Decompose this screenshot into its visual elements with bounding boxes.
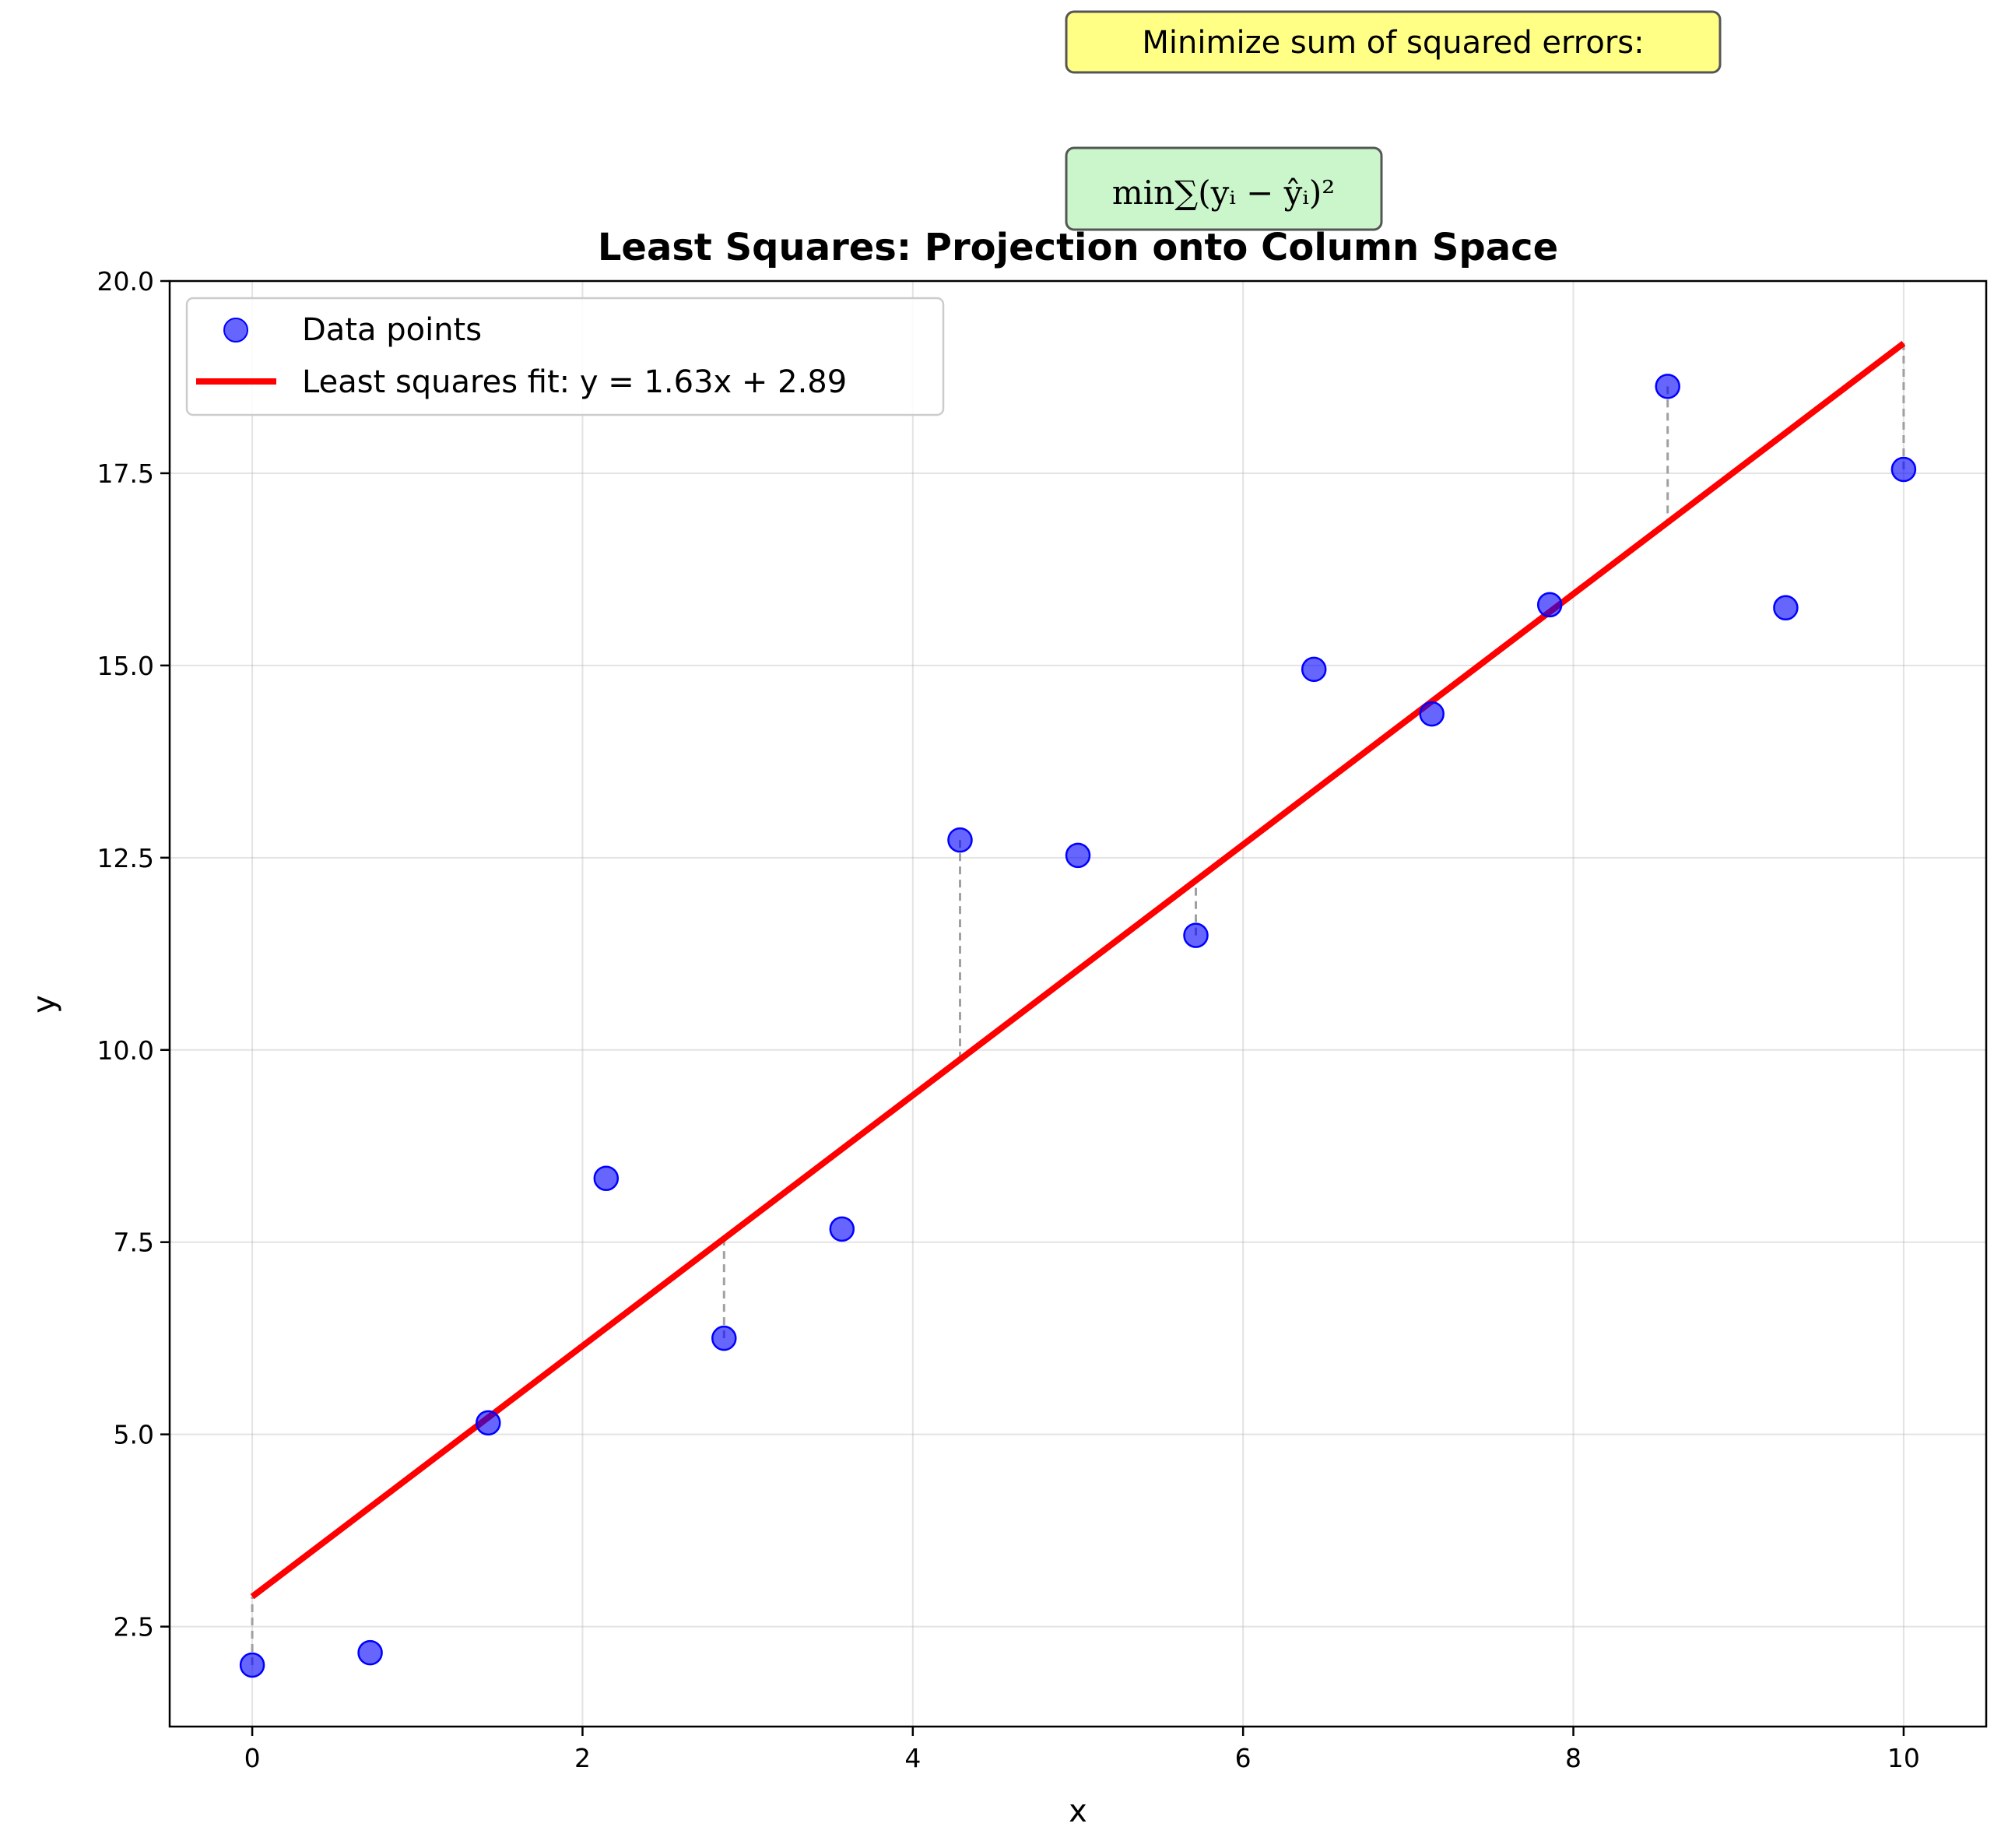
legend-label-fit-line: Least squares fit: y = 1.63x + 2.89 — [302, 364, 847, 400]
data-point — [711, 1325, 737, 1351]
plot-frame — [168, 279, 1988, 1728]
annotation-text: Minimize sum of squared errors: — [1142, 25, 1644, 61]
legend: Data points Least squares fit: y = 1.63x… — [185, 297, 945, 416]
x-tick-label: 6 — [1235, 1743, 1252, 1773]
data-point — [239, 1652, 265, 1678]
data-point — [357, 1639, 383, 1666]
y-tick-label: 5.0 — [114, 1420, 154, 1450]
y-tick-label: 17.5 — [97, 458, 154, 489]
y-tick-label: 7.5 — [114, 1228, 154, 1258]
y-tick-label: 15.0 — [97, 651, 154, 681]
data-point — [1890, 456, 1917, 483]
x-axis-label: x — [1069, 1794, 1087, 1829]
data-points — [239, 374, 1917, 1678]
annotation-text-box: Minimize sum of squared errors: — [1065, 10, 1722, 74]
x-tick-label: 4 — [904, 1743, 921, 1773]
legend-marker-data-points — [223, 318, 248, 343]
y-tick-label: 12.5 — [97, 843, 154, 873]
x-tick-label: 2 — [574, 1743, 591, 1773]
annotation-formula-box: min∑(yᵢ − ŷᵢ)² — [1065, 146, 1383, 231]
data-point — [1536, 592, 1563, 618]
x-tick-label: 8 — [1565, 1743, 1581, 1773]
ticks: 0 2 4 6 8 10 2.5 5.0 7.5 10.0 12.5 15.0 17.5 20.0 — [97, 266, 1920, 1773]
data-point — [1655, 374, 1680, 399]
data-point — [1419, 701, 1445, 727]
y-tick-label: 20.0 — [97, 266, 154, 297]
data-point — [1773, 595, 1799, 621]
data-point — [1301, 656, 1327, 683]
data-point — [829, 1216, 855, 1242]
x-tick-label: 10 — [1887, 1743, 1920, 1773]
legend-label-data-points: Data points — [302, 312, 482, 348]
data-point — [593, 1165, 620, 1191]
data-point — [476, 1410, 501, 1436]
data-point — [947, 827, 973, 853]
fit-line — [250, 340, 1906, 1600]
y-tick-label: 10.0 — [97, 1035, 154, 1066]
data-point — [1183, 922, 1209, 948]
data-point — [1065, 842, 1091, 869]
residual-lines — [251, 343, 1905, 1665]
annotation-formula: min∑(yᵢ − ŷᵢ)² — [1112, 174, 1335, 212]
chart-title: Least Squares: Projection onto Column Sp… — [598, 226, 1558, 269]
fit-line-layer — [250, 340, 1906, 1600]
y-tick-label: 2.5 — [114, 1612, 154, 1642]
y-axis-label: y — [26, 995, 62, 1014]
x-tick-label: 0 — [244, 1743, 261, 1773]
